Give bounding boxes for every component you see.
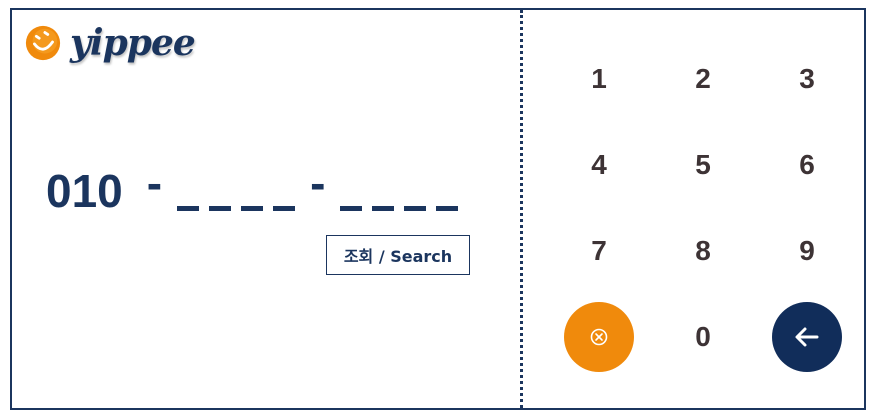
key-0[interactable]: 0 (667, 301, 739, 373)
phone-number-display: 010 - - (46, 160, 463, 217)
key-2[interactable]: 2 (667, 43, 739, 115)
digit-slot (372, 206, 395, 211)
key-1[interactable]: 1 (563, 43, 635, 115)
digit-slot (241, 206, 264, 211)
clear-circle-x-icon (590, 328, 608, 346)
clear-button[interactable] (564, 302, 634, 372)
phone-entry-panel: yippee 010 - - 조회 / Search (12, 10, 520, 408)
key-6[interactable]: 6 (771, 129, 843, 201)
key-9[interactable]: 9 (771, 215, 843, 287)
brand-logo: yippee (24, 22, 196, 64)
key-5[interactable]: 5 (667, 129, 739, 201)
key-3[interactable]: 3 (771, 43, 843, 115)
key-8[interactable]: 8 (667, 215, 739, 287)
digit-slot (436, 206, 459, 211)
key-7[interactable]: 7 (563, 215, 635, 287)
digit-slot (404, 206, 427, 211)
phone-separator: - (146, 157, 163, 209)
digit-slot (209, 206, 232, 211)
key-4[interactable]: 4 (563, 129, 635, 201)
kiosk-frame: yippee 010 - - 조회 / Search 1 2 3 4 5 6 7… (10, 8, 866, 410)
arrow-left-icon (795, 327, 819, 347)
digit-slot (177, 206, 200, 211)
number-keypad: 1 2 3 4 5 6 7 8 9 0 (523, 10, 864, 408)
panel-divider (520, 10, 523, 408)
brand-name: yippee (70, 22, 196, 64)
phone-separator: - (310, 157, 326, 209)
backspace-button[interactable] (772, 302, 842, 372)
digit-slot (273, 206, 296, 211)
digit-slot (340, 206, 363, 211)
search-button[interactable]: 조회 / Search (326, 235, 470, 275)
smiley-face-icon (25, 25, 61, 61)
phone-prefix: 010 (46, 165, 123, 217)
